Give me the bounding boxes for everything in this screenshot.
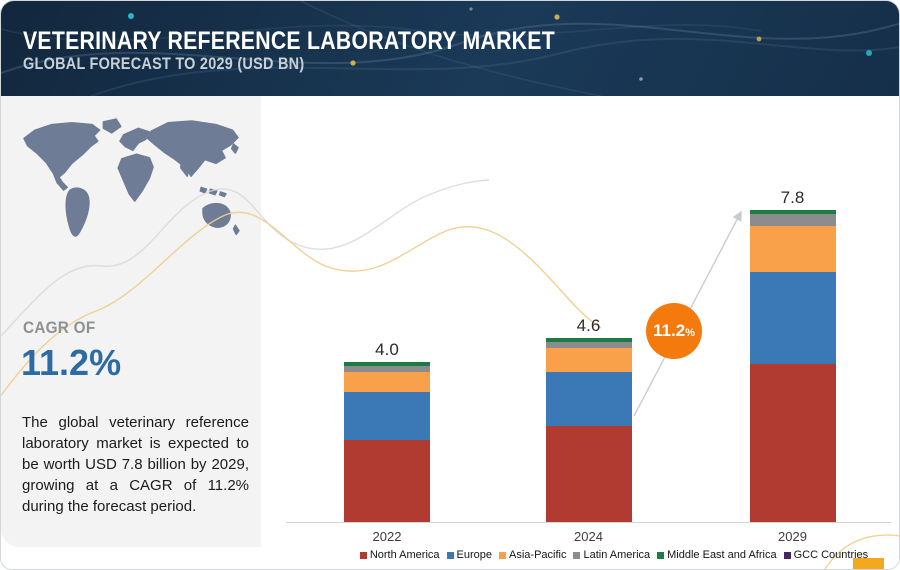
legend-label: Asia-Pacific: [509, 549, 567, 561]
x-axis-line: [286, 522, 891, 523]
legend-label: Middle East and Africa: [667, 549, 777, 561]
page-subtitle: GLOBAL FORECAST TO 2029 (USD BN): [23, 54, 305, 73]
cagr-badge-percent: %: [685, 326, 695, 339]
legend-item-north-america[interactable]: North America: [359, 549, 440, 561]
segment-north-america[interactable]: [749, 364, 836, 522]
bar-2022[interactable]: [344, 362, 430, 522]
header-network-decoration: [1, 1, 899, 96]
total-value-label: 4.0: [375, 340, 399, 359]
legend-item-middle-east-and-africa[interactable]: Middle East and Africa: [657, 549, 777, 561]
market-description: The global veterinary reference laborato…: [22, 414, 249, 515]
cagr-badge: 11.2%: [646, 303, 702, 359]
cagr-badge-value: 11.2: [653, 321, 686, 340]
bar-2024[interactable]: [545, 338, 632, 522]
chart-legend: North America Europe Asia-Pacific Latin Ame…: [331, 549, 897, 561]
legend-swatch-gcc-countries: [783, 551, 791, 559]
segment-middle-east-and-africa[interactable]: [749, 210, 836, 214]
world-map-icon: [23, 118, 240, 237]
legend-item-gcc-countries[interactable]: GCC Countries: [783, 549, 869, 561]
x-axis-label: 2024: [574, 529, 603, 544]
legend-swatch-asia-pacific: [499, 551, 507, 559]
cagr-value: 11.2%: [21, 342, 122, 383]
page-title: VETERINARY REFERENCE LABORATORY MARKET: [23, 27, 555, 55]
legend-swatch-middle-east-and-africa: [657, 551, 665, 559]
segment-asia-pacific[interactable]: [545, 348, 632, 372]
segment-europe[interactable]: [344, 392, 430, 440]
legend-label: North America: [369, 549, 440, 561]
bar-2029[interactable]: [749, 210, 836, 522]
segment-asia-pacific[interactable]: [344, 372, 430, 392]
segment-europe[interactable]: [545, 372, 632, 426]
legend-item-latin-america[interactable]: Latin America: [573, 549, 650, 561]
legend-swatch-north-america: [359, 551, 367, 559]
x-axis-label: 2022: [372, 529, 402, 544]
x-axis-label: 2029: [778, 529, 807, 544]
segment-asia-pacific[interactable]: [749, 226, 836, 272]
legend-item-asia-pacific[interactable]: Asia-Pacific: [499, 549, 566, 561]
legend-label: GCC Countries: [793, 549, 869, 561]
header: VETERINARY REFERENCE LABORATORY MARKET G…: [1, 1, 899, 96]
cagr-label: CAGR OF: [23, 318, 96, 337]
total-value-label: 7.8: [780, 188, 805, 207]
legend-label: Europe: [456, 549, 493, 561]
legend-swatch-europe: [446, 551, 454, 559]
segment-latin-america[interactable]: [749, 214, 836, 226]
segment-north-america[interactable]: [344, 440, 430, 522]
segment-north-america[interactable]: [545, 426, 632, 522]
segment-europe[interactable]: [749, 272, 836, 364]
legend-label: Latin America: [583, 549, 651, 561]
legend-swatch-latin-america: [573, 551, 581, 559]
legend-item-europe[interactable]: Europe: [446, 549, 493, 561]
total-value-label: 4.6: [576, 316, 601, 335]
content-area: CAGR OF 11.2% The global veterinary refe…: [1, 96, 899, 569]
